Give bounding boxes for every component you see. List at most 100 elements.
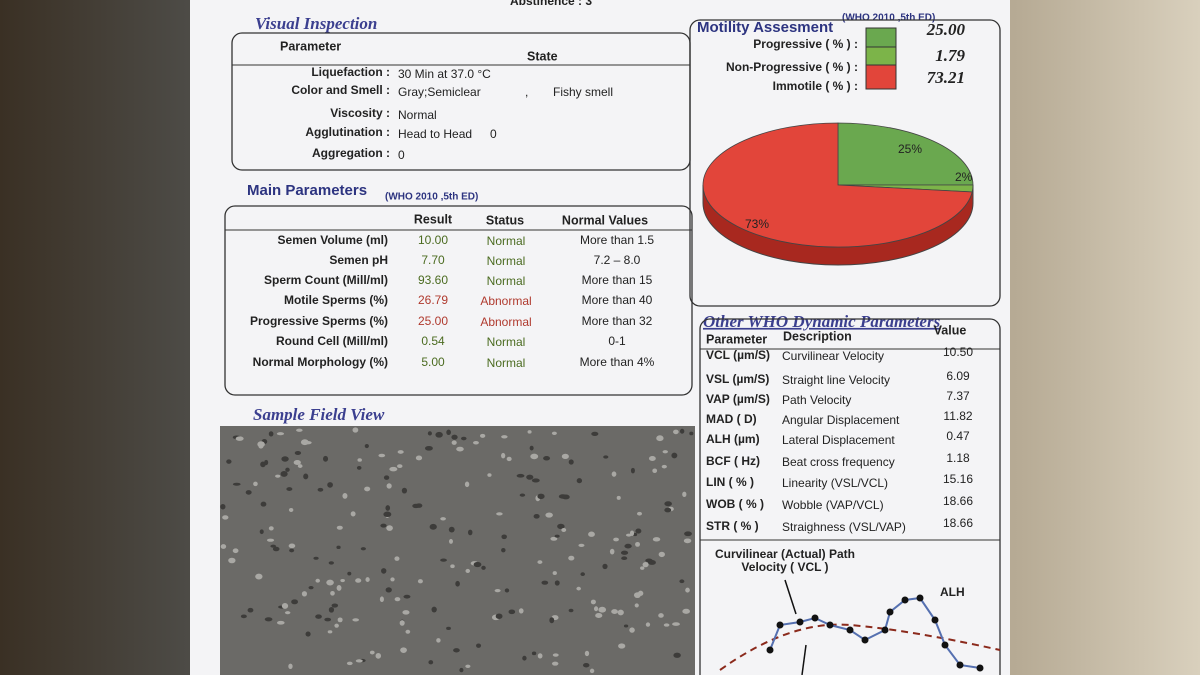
visual-value: Fishy smell — [553, 85, 613, 99]
dynamic-value: 11.82 — [943, 409, 972, 423]
main-subtitle: (WHO 2010 ,5th ED) — [385, 192, 478, 203]
cell — [397, 450, 404, 454]
legend-swatch — [865, 64, 897, 90]
cell — [656, 435, 664, 442]
cell — [357, 458, 362, 462]
dynamic-desc: Path Velocity — [782, 393, 851, 407]
cell — [304, 440, 312, 445]
cell — [549, 617, 555, 624]
dynamic-param: STR ( % ) — [706, 519, 759, 533]
cell — [428, 660, 434, 665]
dynamic-col: Description — [783, 329, 852, 343]
cell — [582, 663, 590, 668]
motility-value: 73.21 — [927, 68, 965, 87]
cell — [554, 580, 560, 586]
cell — [526, 474, 534, 480]
cell — [436, 638, 441, 643]
motility-box — [689, 19, 1001, 307]
legend-swatch — [865, 46, 897, 66]
cell — [342, 493, 348, 499]
cell — [220, 503, 226, 510]
cell — [350, 511, 356, 517]
cell — [456, 446, 464, 452]
dynamic-value: 18.66 — [943, 516, 973, 530]
cell — [352, 427, 359, 433]
cell — [624, 543, 632, 549]
cell — [554, 534, 560, 538]
dynamic-box — [699, 318, 1001, 675]
main-status: Abnormal — [480, 294, 531, 308]
path-dot — [776, 621, 784, 629]
dynamic-desc: Linearity (VSL/VCL) — [782, 476, 888, 490]
cell — [623, 624, 629, 628]
cell — [620, 550, 629, 555]
cell — [240, 614, 247, 619]
cell — [291, 599, 298, 605]
cell — [616, 495, 621, 500]
cell — [281, 456, 289, 462]
cell — [450, 564, 455, 569]
visual-label: Agglutination : — [305, 125, 390, 139]
dynamic-value: 6.09 — [946, 369, 970, 383]
cell — [284, 611, 291, 615]
cell — [684, 531, 692, 537]
visual-value: 30 Min at 37.0 °C — [398, 67, 491, 81]
cell — [264, 459, 269, 466]
cell — [322, 455, 329, 462]
dynamic-param: VAP (µm/S) — [706, 392, 770, 406]
cell — [296, 428, 303, 432]
cell — [389, 466, 398, 472]
cell — [481, 565, 486, 570]
cell — [324, 617, 332, 622]
cell — [664, 507, 672, 513]
abstinence: Abstinence : 3 — [510, 0, 592, 8]
cell — [467, 529, 473, 536]
cell — [494, 588, 501, 593]
cell — [629, 627, 635, 633]
cell — [289, 548, 295, 553]
dynamic-desc: Wobble (VAP/VCL) — [782, 498, 884, 512]
diagram-caption: Curvilinear (Actual) Path — [715, 547, 855, 561]
cell — [501, 435, 508, 439]
cell — [635, 528, 642, 534]
cell — [576, 586, 581, 591]
cell — [255, 573, 263, 580]
dynamic-param: WOB ( % ) — [706, 497, 764, 511]
cell — [508, 609, 516, 615]
visual-label: Viscosity : — [330, 106, 390, 120]
cell — [337, 617, 343, 623]
motility-label: Immotile ( % ) : — [773, 79, 858, 93]
main-normal: More than 32 — [582, 314, 653, 328]
cell — [645, 622, 651, 627]
dynamic-param: MAD ( D) — [706, 412, 757, 426]
cell — [222, 515, 229, 520]
cell — [378, 453, 386, 458]
cell — [446, 429, 451, 436]
cell — [672, 622, 680, 626]
visual-value: 0 — [398, 148, 405, 162]
main-result: 5.00 — [421, 355, 445, 369]
motility-value: 1.79 — [935, 46, 965, 65]
path-dot — [881, 626, 889, 634]
cell — [257, 441, 265, 448]
cell — [637, 511, 642, 516]
cell — [315, 578, 320, 583]
motility-value: 25.00 — [926, 20, 966, 39]
cell — [429, 523, 437, 530]
cell — [580, 572, 585, 577]
cell — [518, 608, 524, 614]
cell — [671, 452, 678, 459]
cell — [288, 507, 294, 512]
cell — [537, 493, 545, 500]
cell — [346, 661, 353, 666]
dynamic-desc: Straight line Velocity — [782, 373, 890, 387]
cell — [397, 464, 403, 469]
cell — [259, 529, 264, 535]
cell — [558, 494, 567, 499]
cell — [495, 613, 503, 619]
path-dot — [941, 641, 949, 649]
cell — [399, 620, 405, 626]
dynamic-value: 1.18 — [946, 451, 970, 465]
path-dot — [931, 616, 939, 624]
visual-label: Liquefaction : — [311, 65, 390, 79]
